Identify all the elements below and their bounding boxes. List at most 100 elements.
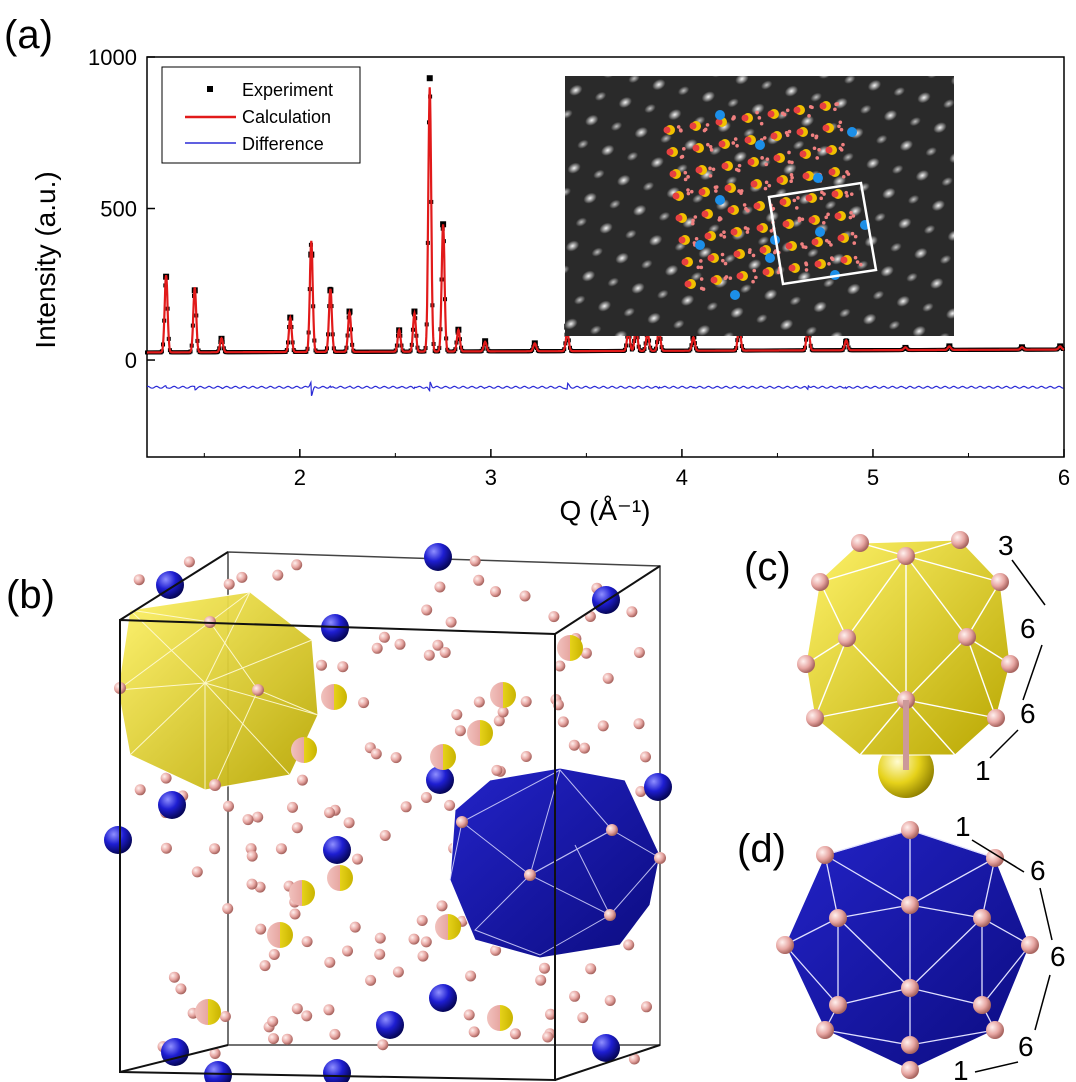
yellow-cluster-polyhedron [797, 531, 1019, 798]
inset-pink-dot [795, 206, 799, 210]
inset-pink-dot [759, 121, 764, 126]
inset-pink-dot [703, 127, 708, 132]
inset-pink-dot [683, 177, 688, 182]
inset-pink-dot [691, 218, 695, 223]
mixed-atom-7 [327, 865, 353, 891]
pink-atom [569, 990, 581, 1002]
pink-atom [268, 949, 280, 960]
shell-count-6-upper: 6 [1030, 855, 1046, 886]
y-tick-label-0: 0 [125, 348, 137, 373]
pink-atom [379, 830, 391, 841]
inset-red-atom [669, 170, 677, 178]
inset-red-atom [707, 254, 715, 262]
pink-atom [463, 1009, 475, 1021]
pink-atom [246, 878, 258, 890]
pink-atom [371, 642, 383, 654]
pink-atom [323, 1004, 335, 1016]
pink-atom [365, 974, 377, 986]
blue-cluster-polyhedron [776, 821, 1039, 1079]
inset-blue-atom-6 [815, 227, 825, 237]
inset-pink-dot [757, 116, 762, 120]
inset-pink-dot [817, 147, 821, 152]
inset-pink-dot [693, 215, 698, 219]
pink-atom [337, 661, 349, 673]
blue-atom-8 [426, 766, 454, 794]
inset-pink-dot [735, 143, 739, 148]
inset-red-atom [834, 212, 842, 220]
inset-pink-dot [713, 185, 718, 190]
pink-atom [604, 995, 616, 1006]
inset-pink-dot [682, 147, 686, 151]
pink-atom [267, 1015, 279, 1027]
pink-atom [291, 559, 303, 571]
inset-red-atom [672, 192, 680, 200]
pink-atom [394, 638, 406, 650]
inset-pink-dot [824, 215, 829, 220]
inset-pink-dot [789, 179, 793, 184]
pink-atom [542, 1031, 554, 1043]
inset-pink-dot [853, 255, 858, 260]
inset-pink-dot [815, 156, 820, 160]
pink-atom [432, 639, 444, 651]
d-vertex-atom-8 [829, 996, 847, 1014]
inset-pink-dot [785, 108, 790, 113]
inset-pink-dot [686, 188, 690, 192]
inset-pink-dot [760, 156, 764, 160]
x-tick-label-1: 3 [485, 465, 497, 490]
inset-pink-dot [690, 221, 695, 226]
inset-pink-dot [833, 107, 837, 112]
inset-red-atom [730, 228, 738, 236]
pink-atom [342, 945, 353, 957]
inset-pink-dot [762, 136, 767, 140]
inset-pink-dot [731, 141, 736, 145]
c-vertex-atom-10 [987, 709, 1005, 727]
inset-blue-atom-9 [730, 290, 740, 300]
inset-pink-dot [723, 276, 728, 281]
pink-atom [408, 933, 420, 945]
d-vertex-atom-0 [901, 821, 919, 839]
pink-atom [416, 915, 428, 926]
blue-cluster [449, 767, 666, 959]
inset-pink-dot [834, 102, 838, 107]
inset-pink-dot [787, 129, 792, 134]
pink-atom [509, 1028, 521, 1040]
d-vertex-atom-6 [776, 936, 794, 954]
inset-red-atom [782, 220, 790, 228]
panel-label-b: (b) [6, 573, 55, 617]
pink-atom [454, 725, 466, 737]
c-vertex-atom-8 [1001, 655, 1019, 673]
inset-red-atom [828, 168, 836, 176]
inset-pink-dot [776, 270, 781, 275]
pink-atom [374, 932, 386, 944]
inset-red-atom [756, 224, 764, 232]
pink-atom [633, 718, 645, 730]
inset-red-atom [663, 126, 671, 134]
y-axis-title: Intensity (a.u.) [30, 171, 61, 348]
inset-pink-dot [821, 220, 826, 225]
pink-atom [545, 1008, 556, 1020]
inset-red-atom [779, 198, 787, 206]
shell-annotation-d: 1 6 6 6 1 [953, 811, 1066, 1082]
pink-atom [444, 799, 456, 811]
pink-atom [548, 611, 560, 623]
inset-red-atom [770, 132, 778, 140]
inset-blue-atom-4 [715, 195, 725, 205]
pink-atom [465, 970, 477, 982]
inset-pink-dot [849, 192, 854, 196]
pink-atom [468, 1026, 480, 1038]
inset-pink-dot [796, 196, 800, 200]
inset-blue-atom-2 [813, 173, 823, 183]
cell-front-edges [119, 551, 661, 1082]
pink-atom [275, 843, 287, 855]
inset-pink-dot [852, 241, 857, 245]
inset-pink-dot [784, 131, 789, 135]
y-axis: 0 500 1000 [88, 45, 155, 373]
inset-pink-dot [699, 265, 704, 270]
pink-atom [324, 807, 335, 819]
inset-pink-dot [800, 242, 804, 246]
inset-red-atom [785, 242, 793, 250]
x-tick-label-0: 2 [294, 465, 306, 490]
blue-atom-5 [104, 826, 132, 854]
mixed-atom-1 [490, 682, 516, 708]
